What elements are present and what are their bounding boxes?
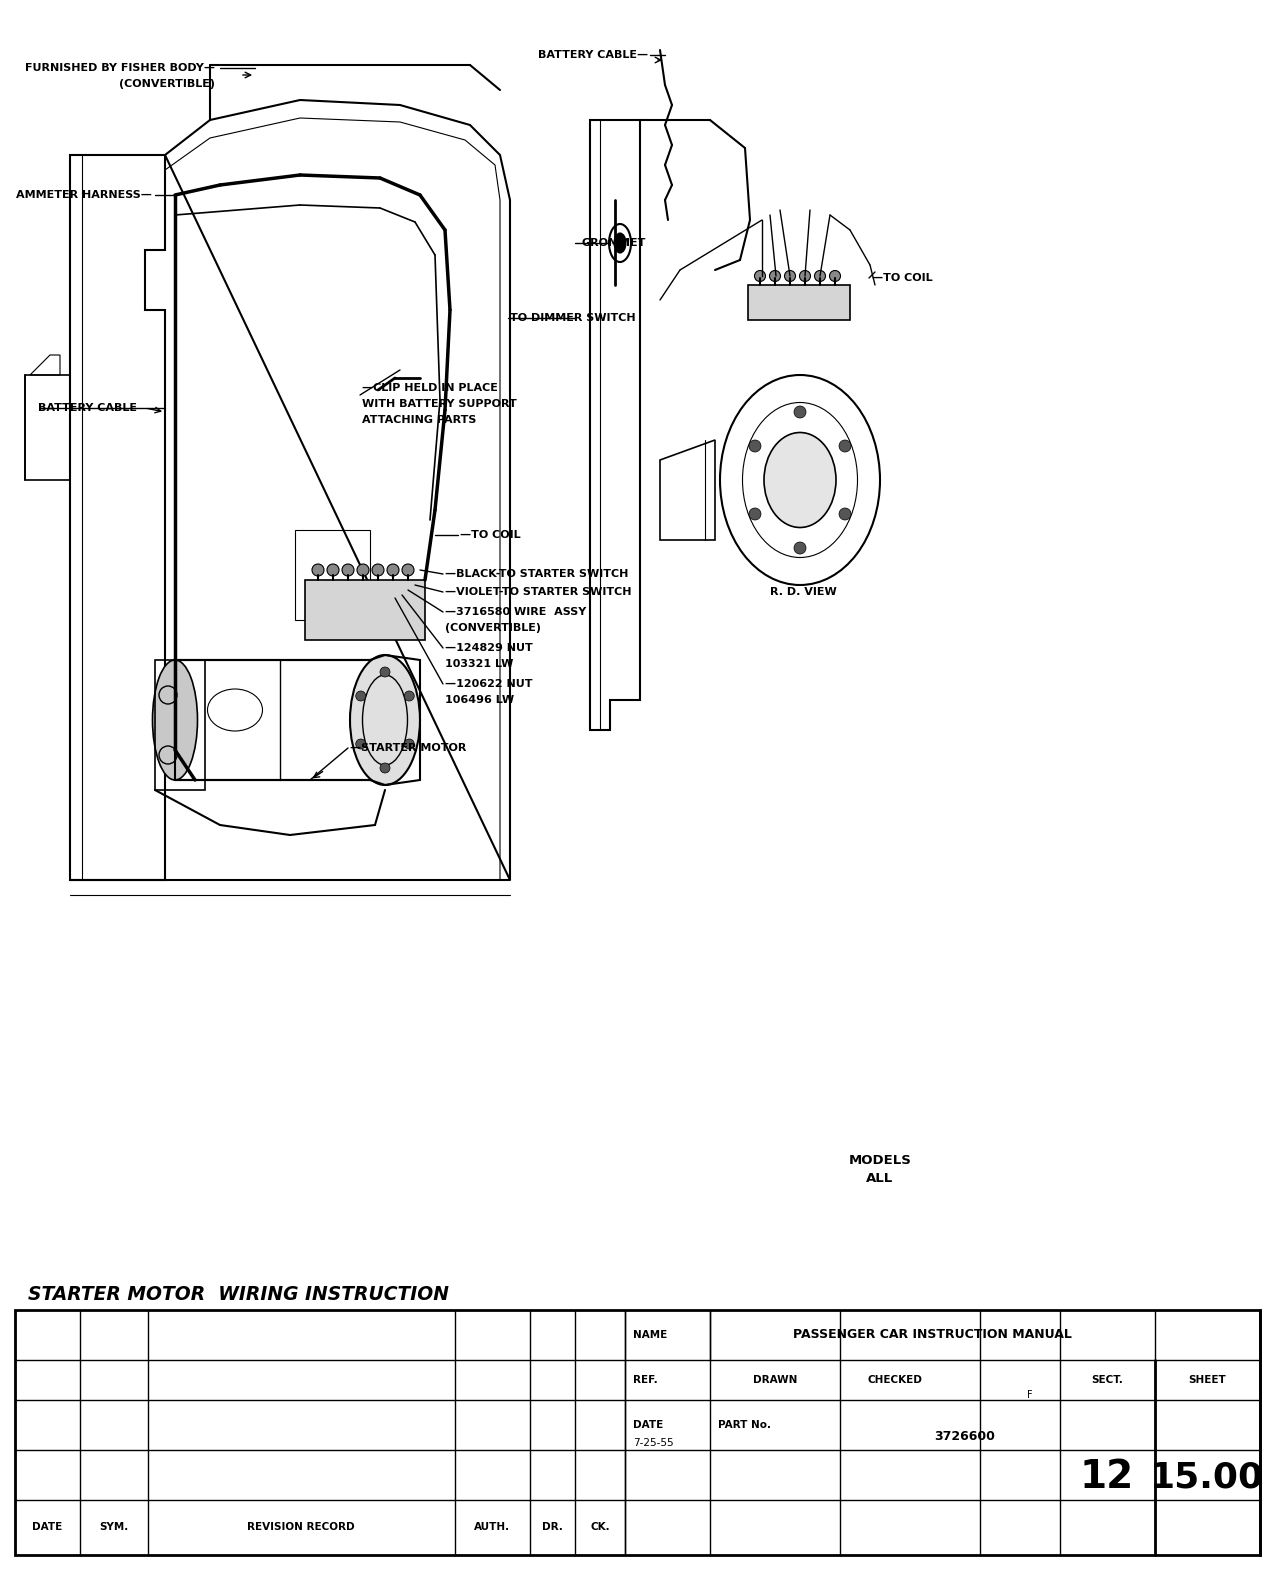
Text: ATTACHING PARTS: ATTACHING PARTS — [362, 414, 477, 425]
Text: 3726600: 3726600 — [935, 1431, 996, 1443]
Text: REF.: REF. — [632, 1375, 658, 1385]
Text: —VIOLET-TO STARTER SWITCH: —VIOLET-TO STARTER SWITCH — [445, 587, 631, 598]
Circle shape — [404, 691, 414, 700]
Text: ALL: ALL — [867, 1172, 894, 1184]
Text: FURNISHED BY FISHER BODY—: FURNISHED BY FISHER BODY— — [26, 63, 215, 73]
Circle shape — [326, 564, 339, 575]
Ellipse shape — [615, 232, 626, 253]
Text: DATE: DATE — [632, 1420, 663, 1429]
Text: 15.00: 15.00 — [1150, 1459, 1264, 1494]
Text: DRAWN: DRAWN — [752, 1375, 797, 1385]
Text: DR.: DR. — [542, 1523, 562, 1532]
Circle shape — [748, 440, 761, 452]
Circle shape — [839, 508, 850, 520]
Circle shape — [799, 270, 811, 281]
Text: GROMMET: GROMMET — [581, 239, 646, 248]
Text: —CLIP HELD IN PLACE: —CLIP HELD IN PLACE — [362, 383, 497, 394]
Text: 103321 LW: 103321 LW — [445, 659, 514, 669]
Circle shape — [748, 508, 761, 520]
Circle shape — [404, 738, 414, 749]
Circle shape — [784, 270, 796, 281]
Text: BATTERY CABLE: BATTERY CABLE — [38, 403, 136, 413]
Text: 7-25-55: 7-25-55 — [632, 1439, 673, 1448]
Circle shape — [770, 270, 780, 281]
Text: AMMETER HARNESS—: AMMETER HARNESS— — [17, 190, 152, 201]
Text: 106496 LW: 106496 LW — [445, 696, 514, 705]
Text: SHEET: SHEET — [1188, 1375, 1225, 1385]
Text: AUTH.: AUTH. — [474, 1523, 510, 1532]
Circle shape — [380, 667, 390, 677]
Circle shape — [402, 564, 414, 575]
Ellipse shape — [351, 655, 419, 786]
Text: MODELS: MODELS — [849, 1154, 912, 1167]
Text: WITH BATTERY SUPPORT: WITH BATTERY SUPPORT — [362, 398, 516, 409]
Text: 12: 12 — [1080, 1458, 1135, 1496]
Text: —TO COIL: —TO COIL — [460, 530, 520, 541]
Circle shape — [388, 564, 399, 575]
Text: SYM.: SYM. — [99, 1523, 129, 1532]
Circle shape — [380, 764, 390, 773]
Polygon shape — [305, 580, 425, 640]
Text: DATE: DATE — [32, 1523, 62, 1532]
Text: SECT.: SECT. — [1091, 1375, 1123, 1385]
Text: PASSENGER CAR INSTRUCTION MANUAL: PASSENGER CAR INSTRUCTION MANUAL — [793, 1328, 1071, 1342]
Text: —120622 NUT: —120622 NUT — [445, 678, 533, 689]
Text: BATTERY CABLE—: BATTERY CABLE— — [538, 51, 648, 60]
Text: CK.: CK. — [590, 1523, 609, 1532]
Circle shape — [356, 738, 366, 749]
Text: PART No.: PART No. — [718, 1420, 771, 1429]
Text: NAME: NAME — [632, 1330, 667, 1341]
Text: —STARTER MOTOR: —STARTER MOTOR — [351, 743, 467, 753]
Text: TO DIMMER SWITCH: TO DIMMER SWITCH — [510, 313, 636, 323]
Text: (CONVERTIBLE): (CONVERTIBLE) — [119, 79, 215, 89]
Text: (CONVERTIBLE): (CONVERTIBLE) — [445, 623, 541, 632]
Ellipse shape — [153, 659, 198, 779]
Ellipse shape — [764, 433, 836, 528]
Text: —124829 NUT: —124829 NUT — [445, 643, 533, 653]
Text: STARTER MOTOR  WIRING INSTRUCTION: STARTER MOTOR WIRING INSTRUCTION — [28, 1285, 449, 1304]
Text: CHECKED: CHECKED — [867, 1375, 922, 1385]
Circle shape — [342, 564, 354, 575]
Circle shape — [356, 691, 366, 700]
Circle shape — [755, 270, 765, 281]
Circle shape — [794, 542, 806, 553]
Circle shape — [357, 564, 368, 575]
Text: —TO COIL: —TO COIL — [872, 274, 932, 283]
Polygon shape — [748, 285, 850, 319]
Text: R. D. VIEW: R. D. VIEW — [770, 587, 836, 598]
Text: —3716580 WIRE  ASSY: —3716580 WIRE ASSY — [445, 607, 586, 617]
Circle shape — [830, 270, 840, 281]
Text: —BLACK-TO STARTER SWITCH: —BLACK-TO STARTER SWITCH — [445, 569, 629, 579]
Circle shape — [815, 270, 825, 281]
Circle shape — [794, 406, 806, 417]
Text: F: F — [1028, 1390, 1033, 1401]
Circle shape — [839, 440, 850, 452]
Text: REVISION RECORD: REVISION RECORD — [247, 1523, 354, 1532]
Circle shape — [312, 564, 324, 575]
Circle shape — [372, 564, 384, 575]
